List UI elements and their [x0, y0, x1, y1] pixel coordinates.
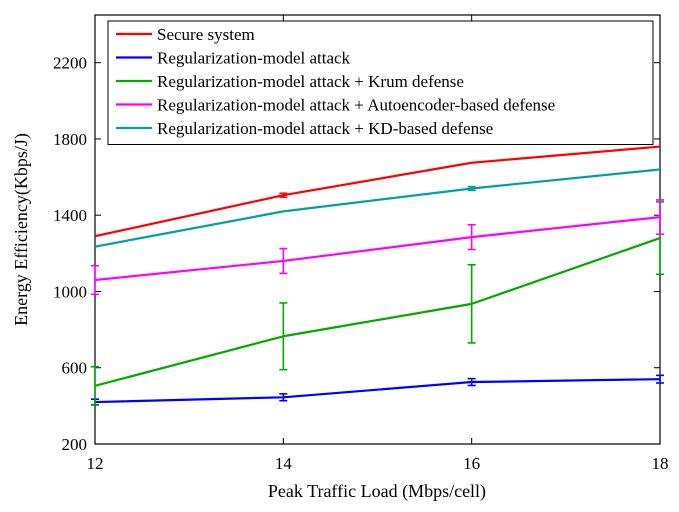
x-axis: 12 14 16 18 [87, 15, 669, 473]
x-tick-label: 16 [463, 454, 480, 473]
y-axis-label: Energy Efficiency(Kbps/J) [11, 133, 32, 326]
series-layer [91, 145, 664, 406]
x-tick-label: 14 [275, 454, 293, 473]
legend-label: Regularization-model attack + Autoencode… [157, 96, 555, 115]
legend-box [107, 20, 654, 145]
error-bar [279, 192, 288, 198]
error-bar [91, 365, 99, 406]
series-line [94, 168, 661, 248]
x-axis-label: Peak Traffic Load (Mbps/cell) [268, 481, 486, 502]
x-tick-label: 18 [652, 454, 669, 473]
series-line [94, 237, 661, 387]
series-line [94, 216, 661, 282]
error-bar [467, 223, 476, 251]
y-tick-label: 1000 [53, 282, 87, 301]
error-bar [467, 263, 476, 344]
error-bar [91, 264, 99, 296]
y-tick-label: 2200 [53, 54, 87, 73]
legend-label: Secure system [157, 25, 255, 44]
error-bar [279, 247, 288, 275]
error-bar [656, 199, 664, 236]
y-tick-label: 600 [62, 359, 88, 378]
error-bar [467, 185, 476, 192]
error-bar [279, 393, 288, 402]
series-line [94, 145, 661, 238]
error-bar [656, 374, 664, 384]
legend-label: Regularization-model attack + Krum defen… [157, 72, 464, 91]
series-line [94, 378, 661, 404]
legend-label: Regularization-model attack [157, 49, 351, 68]
y-axis: 200 600 1000 1400 1800 2200 [53, 54, 660, 454]
legend-label: Regularization-model attack + KD-based d… [157, 119, 493, 138]
legend: Secure system Regularization-model attack… [107, 20, 654, 145]
y-tick-label: 1400 [53, 206, 87, 225]
error-bar [467, 377, 476, 387]
y-tick-label: 1800 [53, 130, 87, 149]
y-tick-label: 200 [62, 435, 88, 454]
x-tick-label: 12 [87, 454, 104, 473]
error-bar [279, 302, 288, 371]
